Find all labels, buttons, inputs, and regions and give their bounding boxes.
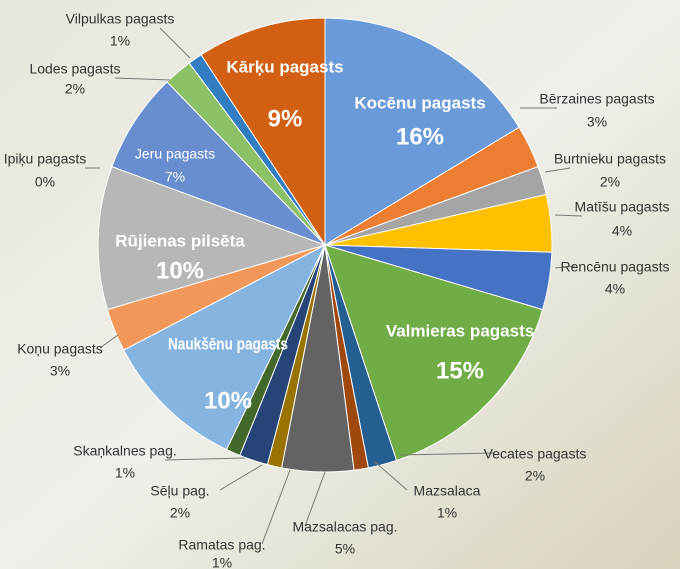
value-label: 3% [587,114,607,130]
chart: Kocēnu pagasts 16% Bērzaines pagasts 3% Burt… [0,0,680,569]
category-label: Mazsalaca [414,483,481,499]
value-label: 9% [268,105,303,132]
category-label: Koņu pagasts [17,341,103,357]
category-label: Rūjienas pilsēta [115,231,245,250]
value-label: 2% [170,505,190,521]
value-label: 1% [437,505,457,521]
category-label: Sēļu pag. [150,483,209,499]
value-label: 16% [396,123,444,150]
value-label: 1% [115,465,135,481]
value-label: 3% [50,363,70,379]
category-label: Ramatas pag. [178,537,265,553]
category-label: Vecates pagasts [484,446,587,462]
value-label: 10% [204,387,252,414]
category-label: Valmieras pagasts [386,321,534,340]
category-label: Matīšu pagasts [575,199,670,215]
category-label: Mazsalacas pag. [292,519,397,535]
category-label: Kārķu pagasts [226,57,343,76]
value-label: 1% [212,555,232,569]
value-label: 2% [65,81,85,97]
category-label: Rencēnu pagasts [561,259,670,275]
category-label: Lodes pagasts [29,61,120,77]
category-label: Burtnieku pagasts [554,151,666,167]
value-label: 7% [165,169,185,185]
category-label: Vilpulkas pagasts [66,11,175,27]
value-label: 10% [156,257,204,284]
value-label: 2% [525,468,545,484]
category-label: Bērzaines pagasts [539,91,654,107]
value-label: 15% [436,357,484,384]
category-label: Jeru pagasts [135,146,215,162]
value-label: 0% [35,174,55,190]
value-label: 5% [335,541,355,557]
value-label: 2% [600,174,620,190]
category-label: Naukšēnu pagasts [168,334,288,353]
value-label: 1% [110,33,130,49]
value-label: 4% [612,223,632,239]
category-label: Kocēnu pagasts [354,93,485,112]
category-label: Skaņkalnes pag. [73,443,177,459]
value-label: 4% [605,281,625,297]
category-label: Ipiķu pagasts [4,151,87,167]
